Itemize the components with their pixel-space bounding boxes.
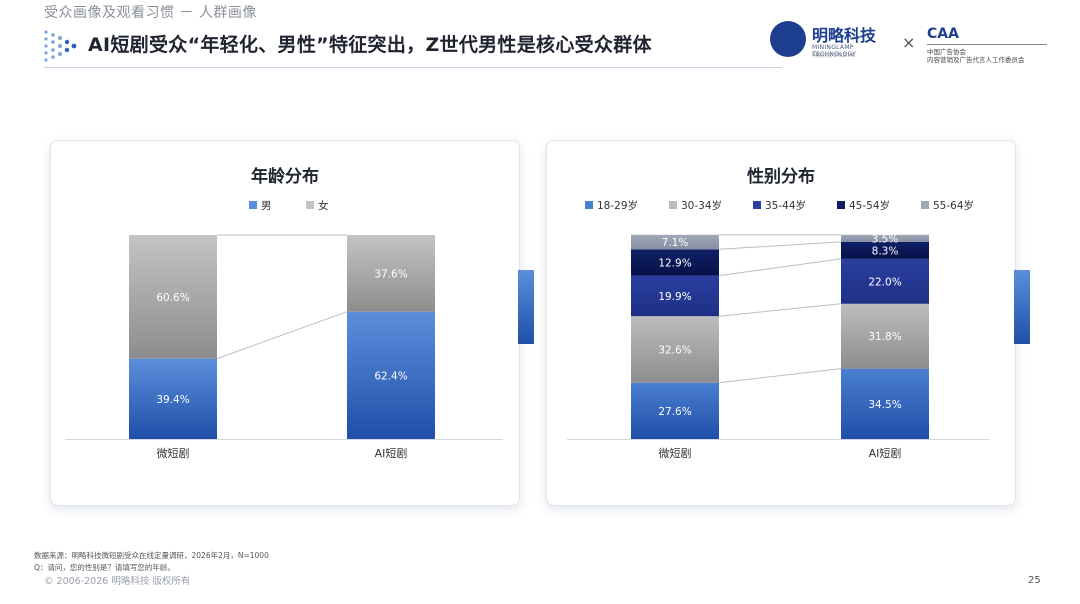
data-label: 37.6%	[374, 268, 407, 280]
bar-segment	[841, 241, 929, 259]
mingle-logo: 明略科技 MININGLAMP TECHNOLOGY 明略科技 2712.HK	[770, 18, 900, 64]
caa-logo-mark: CAA	[927, 26, 959, 42]
bar-segment	[631, 382, 719, 439]
gender-chart: 性别分布 18-29岁 30-34岁 35-44岁 45-54岁 55-64岁 27.6% 3…	[567, 166, 989, 460]
mingle-logo-sub2: 明略科技 2712.HK	[812, 53, 855, 59]
bar-segment	[841, 234, 929, 242]
page-headline: AI短剧受众“年轻化、男性”特征突出，Z世代男性是核心受众群体	[88, 34, 652, 56]
data-label: 19.9%	[658, 291, 691, 303]
data-label: 34.5%	[868, 399, 901, 411]
page-number: 25	[1028, 575, 1041, 586]
bar-segment	[841, 303, 929, 369]
header-divider	[44, 67, 782, 68]
caa-logo: CAA 中国广告协会 内容营销及广告代言人工作委员会	[925, 26, 1050, 66]
legend-label: 55-64岁	[933, 199, 974, 212]
age-chart-panel: 年龄分布男 女 39.4% 60.6% 微短剧 62.4% 37.6% AI短剧	[50, 140, 520, 506]
connector-line	[718, 368, 842, 384]
bar-segment	[631, 249, 719, 276]
data-label: 7.1%	[662, 237, 689, 249]
legend-label: 女	[318, 199, 329, 212]
connector-line	[718, 303, 842, 317]
data-label: 32.6%	[658, 344, 691, 356]
chart-title: 年龄分布	[251, 166, 319, 187]
side-tab-left	[518, 270, 534, 344]
legend-label: 男	[261, 200, 272, 212]
caa-logo-divider	[927, 44, 1047, 45]
legend-swatch	[249, 201, 257, 209]
legend-swatch	[753, 201, 761, 209]
bar-segment	[841, 258, 929, 304]
data-label: 31.8%	[868, 331, 901, 343]
data-label: 8.3%	[872, 245, 899, 257]
data-label: 39.4%	[156, 394, 189, 406]
bar-segment	[631, 275, 719, 317]
data-label: 12.9%	[658, 257, 691, 269]
copyright: © 2006-2026 明略科技 版权所有	[44, 576, 191, 587]
bar-segment	[347, 235, 435, 312]
source-note: 数据来源：明略科技微短剧受众在线定量调研，2026年2月，N=1000	[34, 551, 269, 560]
category-label: 微短剧	[157, 446, 190, 460]
legend-swatch	[306, 201, 314, 209]
gender-chart-panel: 性别分布 18-29岁 30-34岁 35-44岁 45-54岁 55-64岁 27.6% 3…	[546, 140, 1016, 506]
data-label: 62.4%	[374, 370, 407, 382]
mingle-logo-name: 明略科技	[812, 26, 877, 45]
connector-line	[718, 241, 842, 250]
caa-logo-line2: 内容营销及广告代言人工作委员会	[927, 56, 1025, 64]
bar-segment	[129, 358, 217, 439]
bar-segment	[631, 316, 719, 383]
connector-line	[718, 258, 842, 277]
section-title: 受众画像及观看习惯 － 人群画像	[44, 5, 257, 21]
legend-swatch	[921, 201, 929, 209]
legend-swatch	[585, 201, 593, 209]
legend-swatch	[669, 201, 677, 209]
data-label: 27.6%	[658, 406, 691, 418]
side-tab-right	[1014, 270, 1030, 344]
data-label: 60.6%	[156, 292, 189, 304]
legend-label: 45-54岁	[849, 199, 890, 212]
bar-segment	[631, 234, 719, 250]
connector-line	[216, 311, 348, 360]
legend-label: 18-29岁	[597, 199, 638, 212]
legend-swatch	[837, 201, 845, 209]
bar-segment	[129, 235, 217, 359]
legend-label: 35-44岁	[765, 199, 806, 212]
category-label: AI短剧	[869, 446, 902, 460]
cross-symbol: ×	[902, 33, 916, 52]
bar-segment	[841, 368, 929, 439]
mingle-logo-sub: MININGLAMP TECHNOLOGY	[812, 44, 857, 58]
question-note: Q：请问，您的性别是？请填写您的年龄。	[34, 563, 175, 572]
bar-segment	[347, 311, 435, 439]
dot-arrow-icon	[44, 30, 77, 62]
chart-title: 性别分布	[747, 166, 815, 187]
data-label: 22.0%	[868, 276, 901, 288]
category-label: AI短剧	[375, 446, 408, 460]
mingle-logo-mark-icon	[770, 21, 806, 57]
category-label: 微短剧	[659, 446, 692, 460]
legend-label: 30-34岁	[681, 199, 722, 212]
caa-logo-line1: 中国广告协会	[927, 48, 966, 56]
data-label: 3.5%	[872, 233, 899, 245]
